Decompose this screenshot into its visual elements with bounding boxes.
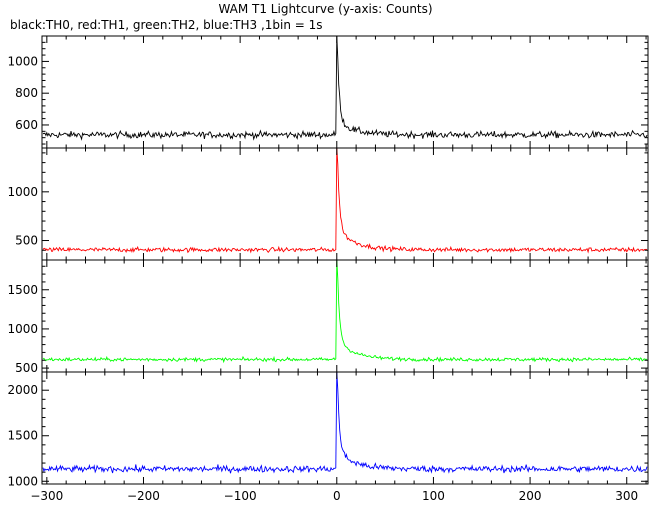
y-tick-label: 600 <box>15 118 38 132</box>
series-line-th1 <box>42 147 648 254</box>
y-tick-label: 500 <box>15 234 38 248</box>
panel-frame <box>41 35 649 149</box>
y-tick-label: 1000 <box>7 322 38 336</box>
y-tick-label: 1500 <box>7 283 38 297</box>
chart-title: WAM T1 Lightcurve (y-axis: Counts) <box>218 2 433 16</box>
chart-subtitle: black:TH0, red:TH1, green:TH2, blue:TH3 … <box>10 18 323 32</box>
series-line-th2 <box>42 259 648 364</box>
x-tick-label: 200 <box>519 489 542 503</box>
panel-th2: 500 1000 1500 <box>7 259 649 375</box>
panel-frame <box>41 259 649 373</box>
x-tick-label: −300 <box>30 489 63 503</box>
series-line-th0 <box>42 35 648 141</box>
x-tick-label: 0 <box>333 489 341 503</box>
panel-th0: 600 800 1000 <box>7 35 649 149</box>
y-tick-label: 1000 <box>7 54 38 68</box>
y-tick-label: 1000 <box>7 185 38 199</box>
x-tick-label: 300 <box>615 489 638 503</box>
series-line-th3 <box>42 371 648 474</box>
y-tick-label: 500 <box>15 361 38 375</box>
x-tick-label: 100 <box>422 489 445 503</box>
panel-frame <box>41 371 649 485</box>
y-tick-label: 1000 <box>7 474 38 488</box>
panel-th1: 500 1000 <box>7 147 649 261</box>
x-tick-label: −100 <box>224 489 257 503</box>
panel-th3: 1000 1500 2000 <box>7 371 649 488</box>
y-tick-label: 800 <box>15 86 38 100</box>
y-tick-label: 1500 <box>7 429 38 443</box>
panel-frame <box>41 147 649 261</box>
x-tick-label: −200 <box>127 489 160 503</box>
y-tick-label: 2000 <box>7 383 38 397</box>
